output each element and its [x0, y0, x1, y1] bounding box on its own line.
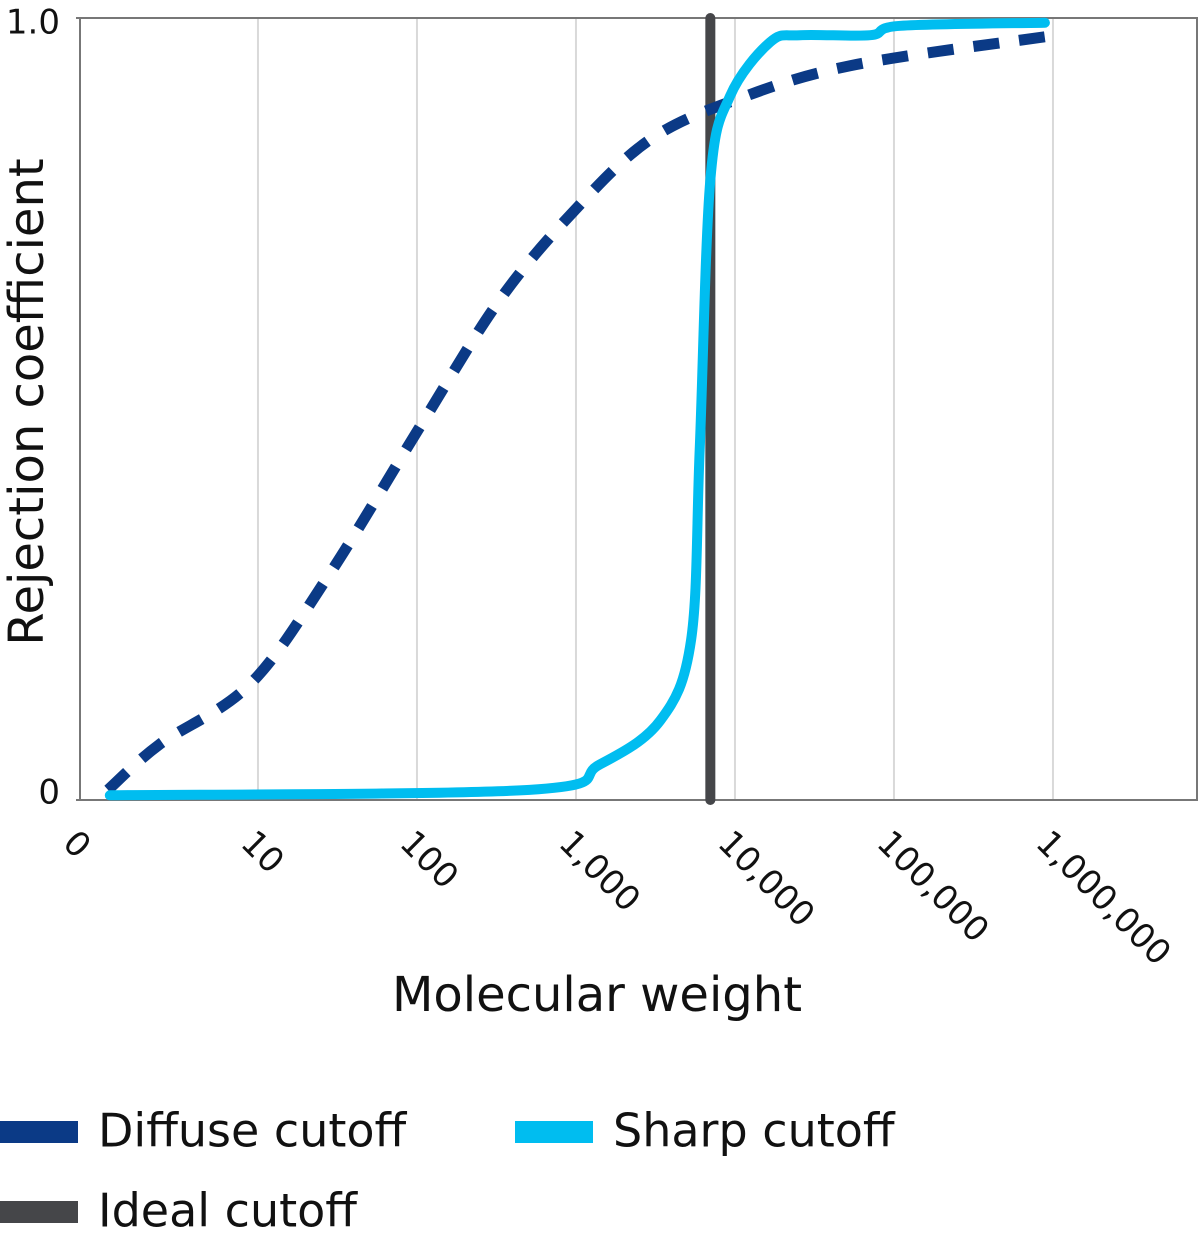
x-tick-label: 100: [392, 823, 466, 897]
legend-label: Ideal cutoff: [98, 1184, 358, 1238]
series-line: [104, 17, 1050, 801]
plot-frame: [79, 17, 1198, 801]
y-tick-label: 0: [38, 773, 60, 813]
x-tick-label: 1,000: [551, 823, 648, 920]
legend-label: Diffuse cutoff: [98, 1104, 408, 1158]
x-axis-label: Molecular weight: [392, 967, 802, 1023]
x-tick-label: 10: [233, 823, 292, 882]
y-axis-label: Rejection coefficient: [0, 158, 55, 645]
x-tick-label: 10,000: [710, 823, 822, 935]
x-tick-label: 100,000: [869, 823, 997, 951]
y-tick-label: 1.0: [6, 3, 60, 43]
legend-swatch: [515, 1121, 593, 1143]
legend-swatch: [0, 1201, 78, 1223]
x-tick-label: 1,000,000: [1028, 823, 1179, 974]
legend-label: Sharp cutoff: [613, 1104, 896, 1158]
legend-swatch: [0, 1121, 78, 1143]
x-tick-label: 0: [55, 823, 99, 867]
